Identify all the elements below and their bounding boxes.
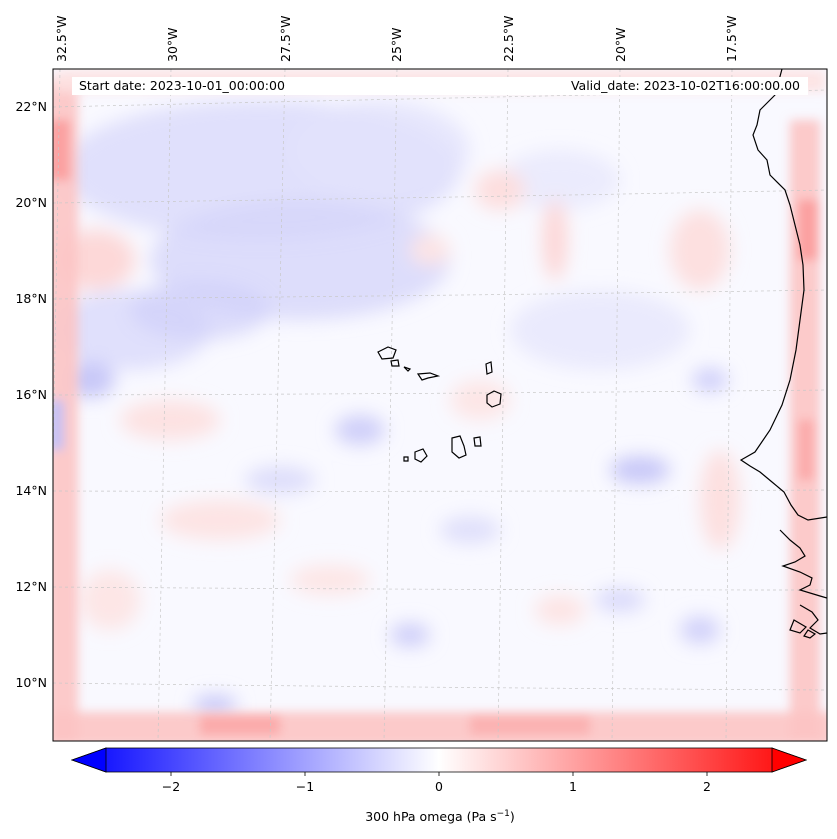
- lat-label-10n: 10°N: [15, 675, 47, 690]
- island-sao-nicolau: [416, 372, 441, 381]
- lon-label-17-5w: 17.5°W: [724, 16, 739, 62]
- longitude-axis: 32.5°W 30°W 27.5°W 25°W 22.5°W 20°W 17.5…: [54, 16, 739, 62]
- omega-field: [53, 100, 740, 715]
- island-fogo: [414, 448, 428, 463]
- colorbar: −2 −1 0 1 2 300 hPa omega (Pa s−1): [70, 747, 808, 824]
- colorbar-tick-1: 1: [569, 779, 577, 794]
- island-maio: [473, 436, 482, 447]
- island-sao-vicente: [390, 359, 400, 367]
- header-strip: [72, 77, 808, 95]
- colorbar-tick-neg2: −2: [162, 779, 180, 794]
- colorbar-tick-neg1: −1: [296, 779, 314, 794]
- coastline: [377, 69, 827, 639]
- gridlines: [53, 69, 827, 741]
- map-frame: [52, 68, 828, 742]
- valid-date-label: Valid_date: 2023-10-02T16:00:00.00: [571, 78, 800, 93]
- lon-label-32-5w: 32.5°W: [54, 16, 69, 62]
- island-sal: [485, 361, 493, 375]
- island-boa-vista: [486, 390, 502, 408]
- island-santa-luzia: [403, 366, 412, 372]
- africa-coastline: [739, 69, 827, 521]
- island-santiago: [451, 435, 467, 459]
- lat-label-20n: 20°N: [15, 195, 47, 210]
- lat-label-22n: 22°N: [15, 99, 47, 114]
- colorbar-extend-max: [771, 747, 808, 773]
- lon-label-27-5w: 27.5°W: [278, 16, 293, 62]
- island-brava: [403, 456, 409, 462]
- lat-label-18n: 18°N: [15, 291, 47, 306]
- lon-label-30w: 30°W: [165, 27, 180, 62]
- lon-label-25w: 25°W: [389, 27, 404, 62]
- lat-label-12n: 12°N: [15, 579, 47, 594]
- colorbar-tick-0: 0: [435, 779, 443, 794]
- lon-label-22-5w: 22.5°W: [501, 16, 516, 62]
- colorbar-body: [70, 747, 808, 773]
- map-panel: [53, 69, 827, 741]
- lat-label-16n: 16°N: [15, 387, 47, 402]
- colorbar-label: 300 hPa omega (Pa s−1): [365, 809, 515, 824]
- colorbar-extend-min: [70, 747, 107, 773]
- island-santo-antao: [377, 346, 397, 360]
- lon-label-20w: 20°W: [613, 27, 628, 62]
- start-date-label: Start date: 2023-10-01_00:00:00: [79, 78, 285, 93]
- latitude-axis: 22°N 20°N 18°N 16°N 14°N 12°N 10°N: [15, 99, 47, 690]
- lat-label-14n: 14°N: [15, 483, 47, 498]
- colorbar-tick-2: 2: [703, 779, 711, 794]
